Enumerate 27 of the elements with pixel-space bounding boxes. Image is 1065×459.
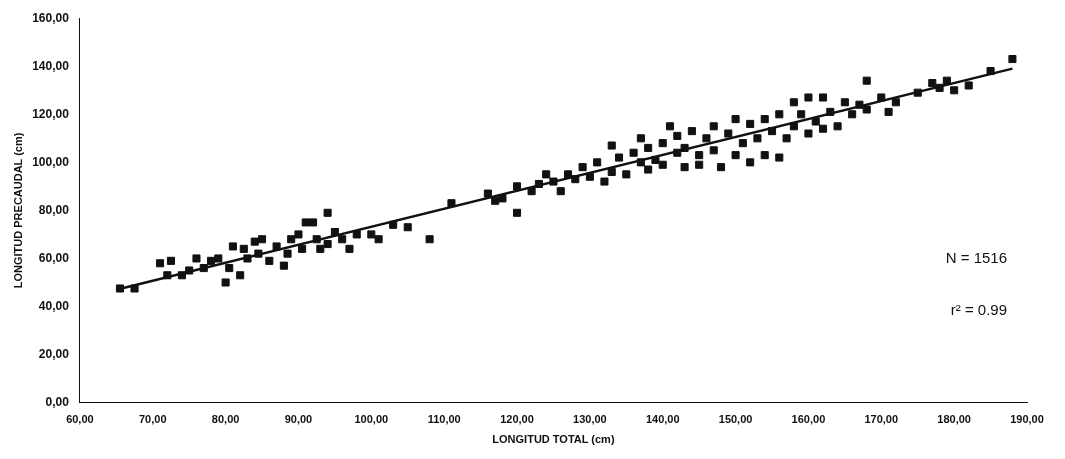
x-tick-label: 170,00 xyxy=(864,413,899,426)
y-tick-label: 100,00 xyxy=(32,154,70,169)
y-tick-label: 20,00 xyxy=(38,346,70,361)
y-tick-label: 0,00 xyxy=(45,394,70,409)
x-tick-label: 90,00 xyxy=(284,413,313,426)
x-tick-label: 140,00 xyxy=(645,413,680,426)
y-tick-label: 80,00 xyxy=(38,202,70,217)
y-tick-label: 140,00 xyxy=(32,58,70,73)
y-tick-label: 120,00 xyxy=(32,106,70,121)
annotation: N = 1516 xyxy=(945,248,1007,266)
x-tick-label: 130,00 xyxy=(573,413,607,426)
x-tick-label: 80,00 xyxy=(211,413,240,426)
y-axis-title: LONGITUD PRECAUDAL (cm) xyxy=(11,132,24,289)
x-tick-label: 100,00 xyxy=(354,413,389,426)
x-tick-label: 110,00 xyxy=(427,413,461,426)
y-tick-label: 160,00 xyxy=(32,10,70,25)
x-tick-label: 190,00 xyxy=(1010,413,1044,426)
x-axis-title: LONGITUD TOTAL (cm) xyxy=(492,433,615,446)
x-tick-label: 150,00 xyxy=(718,413,753,426)
y-tick-label: 60,00 xyxy=(38,250,70,265)
x-tick-label: 120,00 xyxy=(500,413,534,426)
y-tick-label: 40,00 xyxy=(38,298,70,313)
x-tick-label: 180,00 xyxy=(937,413,971,426)
x-tick-label: 160,00 xyxy=(791,413,826,426)
annotation: r² = 0.99 xyxy=(950,300,1007,318)
x-tick-label: 70,00 xyxy=(138,413,167,426)
x-tick-label: 60,00 xyxy=(66,413,94,426)
